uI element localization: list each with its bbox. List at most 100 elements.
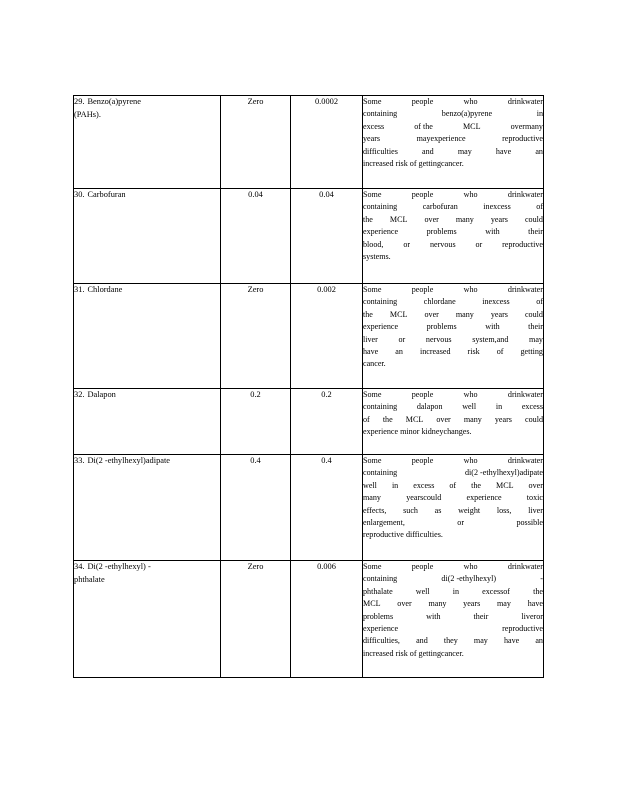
health-effects-word: blood, — [363, 239, 384, 249]
health-effects-word: MCL — [363, 599, 381, 609]
health-effects-line: many yearscould experience toxic — [363, 492, 543, 504]
health-effects-word: difficulties, — [363, 636, 400, 646]
mcl-value-cell: 0.4 — [290, 454, 363, 561]
health-effects-word: the — [382, 414, 393, 424]
contaminant-table: 29. Benzo(a)pyrene (PAHs). Zero 0.0002 Some pe… — [73, 95, 544, 678]
health-effects-word: or — [457, 518, 465, 528]
health-effects-line: difficulties, and they may have an — [363, 635, 543, 647]
table-row: 30. Carbofuran 0.04 0.04 Some people who drinkw… — [73, 188, 544, 284]
health-effects-word: yearscould — [406, 493, 442, 503]
health-effects-word: systems. — [363, 252, 391, 262]
health-effects-line: experience reproductive — [363, 623, 543, 635]
table-row: 29. Benzo(a)pyrene (PAHs). Zero 0.0002 Some pe… — [73, 95, 544, 189]
health-effects-line: Some people who drinkwater — [363, 561, 543, 573]
health-effects-word: over — [424, 214, 439, 224]
health-effects-word: years — [363, 134, 381, 144]
health-effects-line: have an increased risk of getting — [363, 346, 543, 358]
health-effects-word: chlordane — [423, 297, 456, 307]
health-effects-line: well in excess of the MCL over — [363, 480, 543, 492]
health-effects-word: reproductive — [502, 624, 543, 634]
health-effects-word: problems — [426, 322, 457, 332]
health-effects-word: Some — [363, 285, 382, 294]
health-effects-word: Some — [363, 456, 382, 465]
mcl-value-cell: 0.006 — [290, 560, 363, 678]
contaminant-name-cell: 29. Benzo(a)pyrene (PAHs). — [73, 95, 221, 189]
health-effects-word: toxic — [526, 493, 543, 503]
health-effects-line: the MCL over many years could — [363, 309, 543, 321]
contaminant-name-line: Di(2 -ethylhexyl) - — [87, 562, 151, 571]
health-effects-word: increased — [363, 159, 394, 169]
health-effects-word: drinkwater — [507, 190, 543, 199]
health-effects-word: mayexperience — [416, 134, 466, 144]
health-effects-word: drinkwater — [507, 562, 543, 571]
health-effects-word: an — [535, 636, 543, 646]
health-effects-word: who — [463, 562, 478, 571]
health-effects-word: reproductive — [502, 134, 543, 144]
health-effects-word: of — [536, 202, 543, 212]
table-row: 34. Di(2 -ethylhexyl) - phthalate Zero 0.006… — [73, 560, 544, 678]
health-effects-line: problems with their liveror — [363, 611, 543, 623]
health-effects-word: excess — [413, 480, 435, 490]
health-effects-word: may — [529, 334, 543, 344]
health-effects-word: people — [411, 456, 434, 465]
health-effects-word: many — [455, 214, 474, 224]
health-effects-word: could — [524, 214, 543, 224]
mclg-value-cell: Zero — [220, 283, 291, 389]
health-effects-word: people — [411, 285, 434, 294]
health-effects-word: over — [424, 309, 439, 319]
health-effects-word: have — [495, 146, 512, 156]
health-effects-word: many — [455, 309, 474, 319]
health-effects-word: drinkwater — [507, 390, 543, 399]
health-effects-word: people — [411, 97, 434, 106]
health-effects-word: who — [463, 285, 478, 294]
health-effects-word: of — [363, 414, 370, 424]
health-effects-line: reproductive difficulties. — [363, 529, 543, 541]
health-effects-word: who — [463, 390, 478, 399]
health-effects-word: system,and — [472, 334, 509, 344]
contaminant-number: 32. — [74, 390, 85, 399]
health-effects-word: their — [528, 322, 543, 332]
health-effects-line: difficulties and may have an — [363, 146, 543, 158]
health-effects-word: may — [473, 636, 488, 646]
health-effects-cell: Some people who drinkwater containing dalapon… — [362, 388, 544, 455]
health-effects-word: in — [452, 586, 460, 596]
health-effects-word: inexcess — [483, 202, 511, 212]
health-effects-word: cancer. — [363, 359, 386, 369]
health-effects-word: over — [528, 480, 543, 490]
health-effects-word: liver — [528, 505, 543, 515]
health-effects-word: experience — [363, 427, 399, 437]
health-effects-word: may — [457, 146, 472, 156]
health-effects-word: an — [395, 347, 403, 357]
contaminant-name-cell: 32. Dalapon — [73, 388, 221, 455]
health-effects-cell: Some people who drinkwater containing chlorda… — [362, 283, 544, 389]
contaminant-name-line: Dalapon — [87, 390, 116, 399]
health-effects-word: the — [471, 480, 481, 490]
health-effects-line: containing chlordane inexcess of — [363, 296, 543, 308]
health-effects-word: they — [443, 636, 458, 646]
health-effects-line: the MCL over many years could — [363, 214, 543, 226]
health-effects-word: liver — [363, 334, 378, 344]
health-effects-line: experience problems with their — [363, 226, 543, 238]
health-effects-word: Some — [363, 390, 382, 399]
health-effects-word: increased — [363, 648, 394, 658]
health-effects-word: experience — [363, 624, 399, 634]
health-effects-word: with — [426, 611, 441, 621]
health-effects-word: reproductive — [502, 239, 543, 249]
mcl-value-cell: 0.002 — [290, 283, 363, 389]
contaminant-name-line: Chlordane — [87, 285, 123, 294]
health-effects-word: liveror — [521, 611, 543, 621]
health-effects-word: many — [428, 599, 447, 609]
health-effects-word: phthalate — [363, 586, 393, 596]
health-effects-word: of — [449, 480, 457, 490]
health-effects-word: minor — [400, 427, 420, 437]
health-effects-word: well — [415, 586, 430, 596]
health-effects-word: years — [463, 599, 481, 609]
health-effects-word: kidneychanges. — [421, 427, 472, 437]
contaminant-name-cell: 31. Chlordane — [73, 283, 221, 389]
health-effects-word: nervous — [429, 239, 456, 249]
health-effects-word: risk — [395, 648, 408, 658]
contaminant-name-line: Benzo(a)pyrene — [87, 97, 141, 106]
health-effects-word: Some — [363, 97, 382, 106]
health-effects-cell: Some people who drinkwater containing carbofu… — [362, 188, 544, 284]
health-effects-word: difficulties — [363, 146, 398, 156]
